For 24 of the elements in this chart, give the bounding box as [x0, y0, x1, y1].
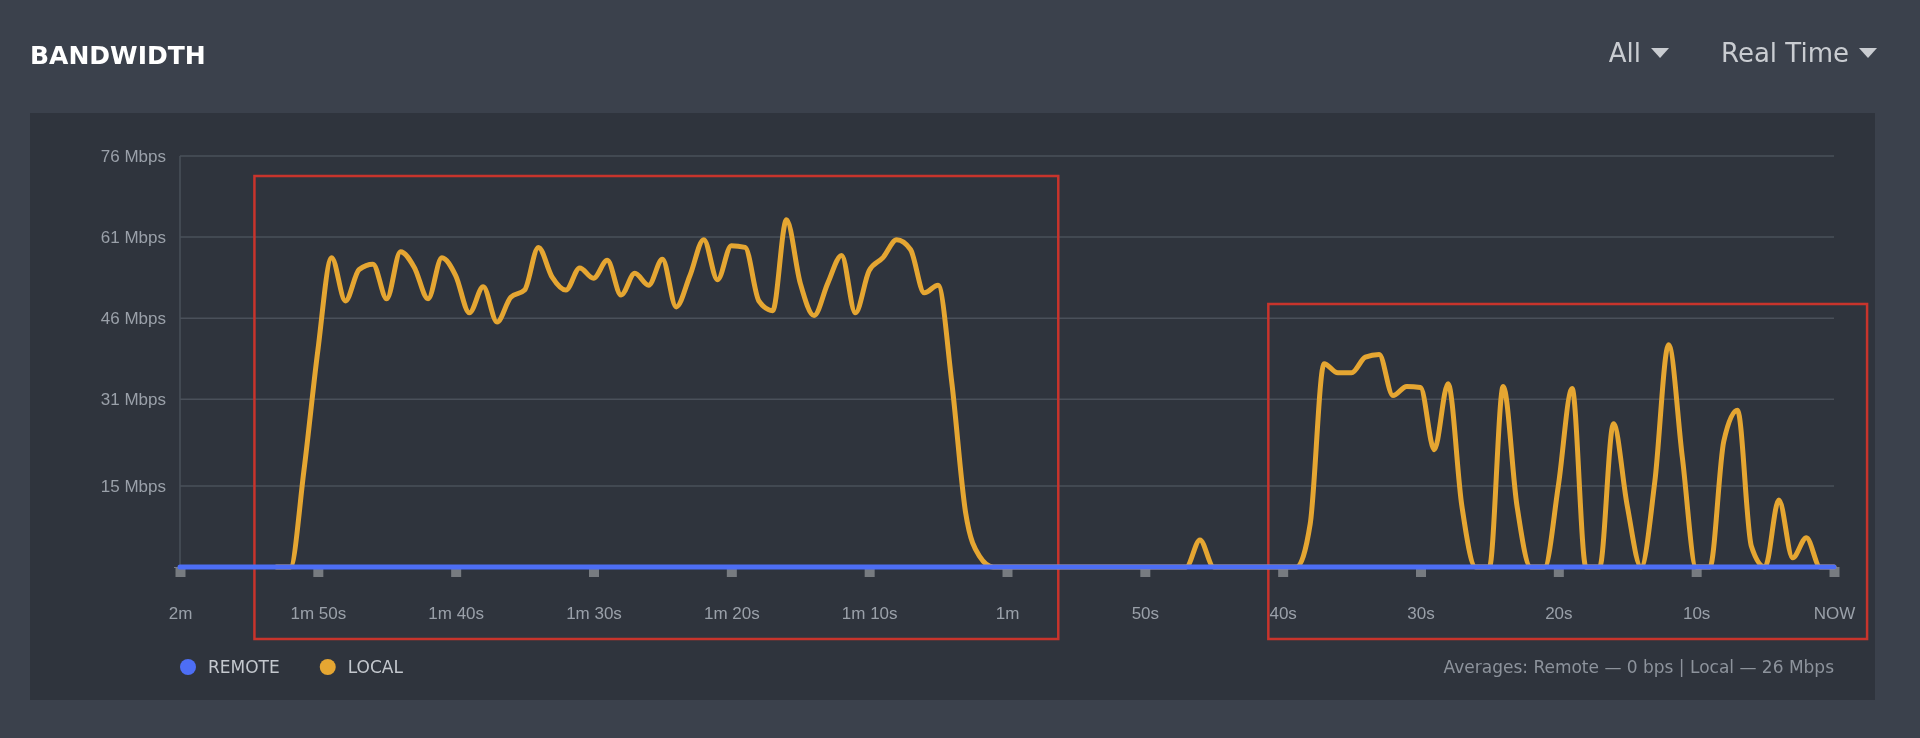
x-tick-label: 1m 20s [703, 604, 760, 624]
x-tick-label: 2m [168, 604, 193, 624]
legend-label: REMOTE [208, 657, 280, 677]
y-tick-label: 61 Mbps [100, 228, 166, 248]
x-tick-label: 1m 30s [566, 604, 622, 624]
x-tick-label: 40s [1269, 604, 1297, 624]
y-tick-label: 15 Mbps [100, 476, 166, 496]
text: Real Time [1721, 38, 1849, 68]
chart-title: BANDWIDTH [30, 41, 206, 70]
x-tick-label: 1m 50s [290, 604, 347, 624]
y-tick-label: 76 Mbps [100, 146, 166, 166]
x-tick-label: 10s [1682, 604, 1711, 624]
x-tick-label: 1m 10s [841, 604, 898, 624]
y-tick-label: 31 Mbps [100, 390, 166, 410]
x-tick-label: 20s [1545, 604, 1573, 624]
text: Averages: Remote — 0 bps | Local — 26 Mbps [1443, 657, 1835, 677]
y-tick-label: 46 Mbps [100, 309, 166, 329]
x-tick-label: 30s [1407, 604, 1435, 624]
text: All [1608, 38, 1642, 68]
legend-label: LOCAL [347, 657, 404, 677]
x-tick-label: 1m 40s [428, 604, 485, 624]
x-tick-label: 50s [1131, 604, 1160, 624]
x-tick-label: NOW [1813, 604, 1856, 624]
x-tick-label: 1m [995, 604, 1020, 624]
